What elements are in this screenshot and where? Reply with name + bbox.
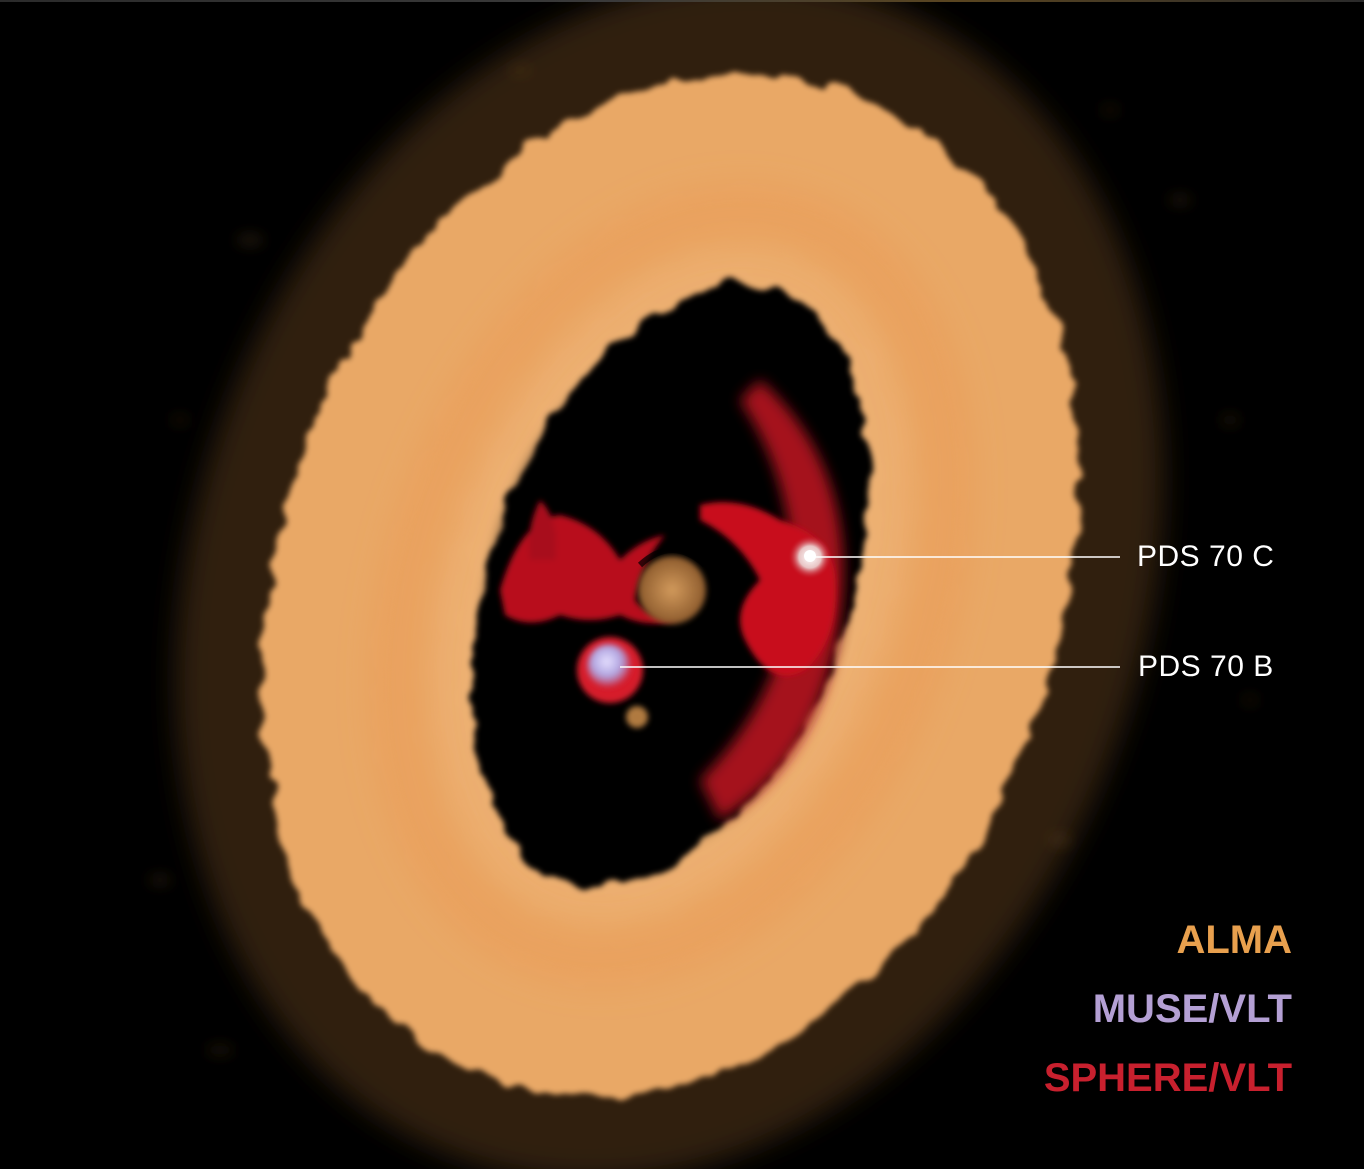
planet-label-pds70c: PDS 70 C [1137, 540, 1275, 573]
planet-b-core [587, 644, 631, 688]
central-star [638, 556, 706, 624]
legend-sphere-vlt: SPHERE/VLT [1043, 1056, 1292, 1100]
legend-alma: ALMA [1176, 918, 1292, 962]
legend-muse-vlt: MUSE/VLT [1092, 987, 1292, 1031]
planet-c-core [804, 550, 816, 562]
top-frame-line [0, 0, 1364, 2]
planet-label-pds70b: PDS 70 B [1138, 650, 1274, 683]
